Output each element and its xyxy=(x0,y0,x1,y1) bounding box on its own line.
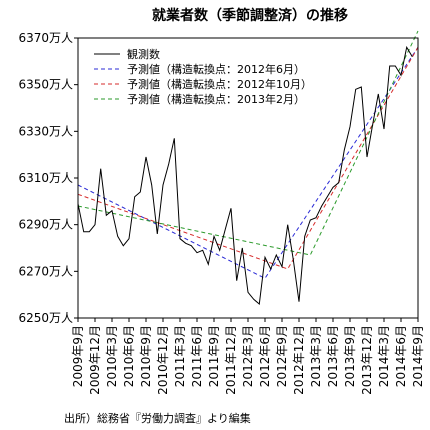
y-tick-label: 6370万人 xyxy=(18,31,73,45)
x-tick-label: 2010年12月 xyxy=(156,325,170,395)
x-tick-label: 2013年12月 xyxy=(360,325,374,395)
x-tick-label: 2011年3月 xyxy=(173,325,187,387)
legend-label: 予測値（構造転換点：2012年6月） xyxy=(127,62,305,76)
x-tick-label: 2014年9月 xyxy=(411,325,425,387)
y-tick-label: 6330万人 xyxy=(18,124,73,138)
legend-label: 予測値（構造転換点：2013年2月） xyxy=(127,92,305,106)
x-tick-label: 2009年12月 xyxy=(88,325,102,395)
legend-label: 予測値（構造転換点：2012年10月） xyxy=(127,77,312,91)
chart-title: 就業者数（季節調整済）の推移 xyxy=(152,7,348,24)
source-note: 出所）総務省『労働力調査』より編集 xyxy=(64,411,251,425)
y-axis: 6250万人 6270万人 6290万人 6310万人 6330万人 6350万人 6370… xyxy=(18,31,78,325)
x-tick-label: 2011年6月 xyxy=(190,325,204,387)
x-tick-label: 2010年6月 xyxy=(122,325,136,387)
x-tick-label: 2009年9月 xyxy=(71,325,85,387)
x-tick-label: 2012年3月 xyxy=(241,325,255,387)
x-tick-label: 2012年12月 xyxy=(292,325,306,395)
x-tick-label: 2012年9月 xyxy=(275,325,289,387)
x-tick-label: 2012年6月 xyxy=(258,325,272,387)
plot-series xyxy=(77,30,419,305)
x-tick-label: 2011年9月 xyxy=(207,325,221,387)
y-tick-label: 6310万人 xyxy=(18,171,73,185)
legend-label: 観測数 xyxy=(127,47,160,61)
x-tick-label: 2013年3月 xyxy=(309,325,323,387)
y-tick-label: 6270万人 xyxy=(18,264,73,278)
x-tick-label: 2010年9月 xyxy=(139,325,153,387)
legend: 観測数予測値（構造転換点：2012年6月）予測値（構造転換点：2012年10月）… xyxy=(94,47,312,106)
x-tick-label: 2013年6月 xyxy=(326,325,340,387)
x-tick-label: 2013年9月 xyxy=(343,325,357,387)
forecast-series-line-2012-06 xyxy=(77,47,419,279)
observed-series-line xyxy=(77,45,413,305)
y-tick-label: 6250万人 xyxy=(18,311,73,325)
x-tick-label: 2010年3月 xyxy=(105,325,119,387)
x-tick-label: 2014年3月 xyxy=(377,325,391,387)
forecast-series-line-2013-02 xyxy=(77,30,419,256)
y-tick-label: 6290万人 xyxy=(18,218,73,232)
x-tick-label: 2011年12月 xyxy=(224,325,238,395)
y-tick-label: 6350万人 xyxy=(18,78,73,92)
x-tick-label: 2014年6月 xyxy=(394,325,408,387)
x-axis: 2009年9月 2009年12月 2010年3月 2010年6月 2010年9月 2010… xyxy=(71,318,425,395)
